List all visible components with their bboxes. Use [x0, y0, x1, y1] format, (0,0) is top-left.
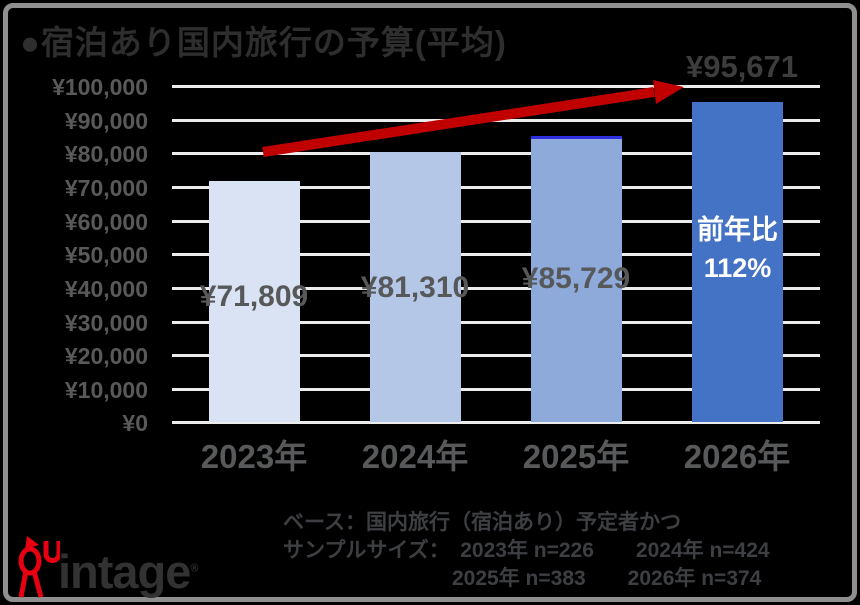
y-tick-label: ¥60,000 [64, 209, 148, 235]
footnote-sample-row1: サンプルサイズ： 2023年 n=226 2024年 n=424 [283, 539, 770, 562]
gridline-50000 [172, 253, 820, 256]
gridline-70000 [172, 186, 820, 189]
x-tick-2024: 2024年 [361, 438, 469, 475]
chart-title: ●宿泊あり国内旅行の予算(平均) [20, 24, 507, 61]
footnote-base: ベース：国内旅行（宿泊あり）予定者かつ [283, 511, 681, 534]
gridline-100000 [172, 85, 820, 88]
y-tick-label: ¥0 [122, 410, 148, 436]
registered-mark: ® [190, 562, 198, 575]
y-tick-label: ¥30,000 [64, 310, 148, 336]
value-label-2024: ¥81,310 [360, 271, 470, 304]
outer-border-frame [3, 3, 857, 602]
value-label-2026: ¥95,671 [685, 49, 799, 84]
bar-2023 [209, 181, 300, 422]
yoy-badge-line1: 前年比 [697, 215, 778, 245]
footnote-sample-row2: 2025年 n=383 2026年 n=374 [452, 567, 762, 590]
gridline-60000 [172, 220, 820, 223]
y-tick-label: ¥80,000 [64, 141, 148, 167]
yoy-badge: 前年比 112% [692, 211, 783, 287]
y-tick-label: ¥40,000 [64, 276, 148, 302]
y-tick-label: ¥70,000 [64, 175, 148, 201]
y-tick-label: ¥100,000 [52, 74, 148, 100]
gridline-30000 [172, 321, 820, 324]
gridline-10000 [172, 388, 820, 391]
gridline-40000 [172, 287, 820, 290]
y-tick-label: ¥20,000 [64, 343, 148, 369]
y-tick-label: ¥50,000 [64, 242, 148, 268]
y-tick-label: ¥90,000 [64, 108, 148, 134]
intage-logo: intage® [14, 536, 244, 600]
intage-logo-mark-icon [18, 536, 60, 598]
yoy-badge-line2: 112% [703, 253, 772, 283]
intage-logo-wordmark: intage [58, 545, 191, 598]
gridline-0 [172, 421, 820, 424]
bar-2026 [692, 102, 783, 422]
intage-logo-text: intage® [58, 544, 199, 599]
x-tick-2026: 2026年 [683, 438, 791, 475]
value-label-2023: ¥71,809 [199, 280, 309, 313]
x-tick-2025: 2025年 [522, 438, 630, 475]
bar-2024 [370, 152, 461, 422]
y-tick-label: ¥10,000 [64, 377, 148, 403]
gridline-20000 [172, 354, 820, 357]
x-tick-2023: 2023年 [200, 438, 308, 475]
value-label-2025: ¥85,729 [521, 262, 631, 295]
